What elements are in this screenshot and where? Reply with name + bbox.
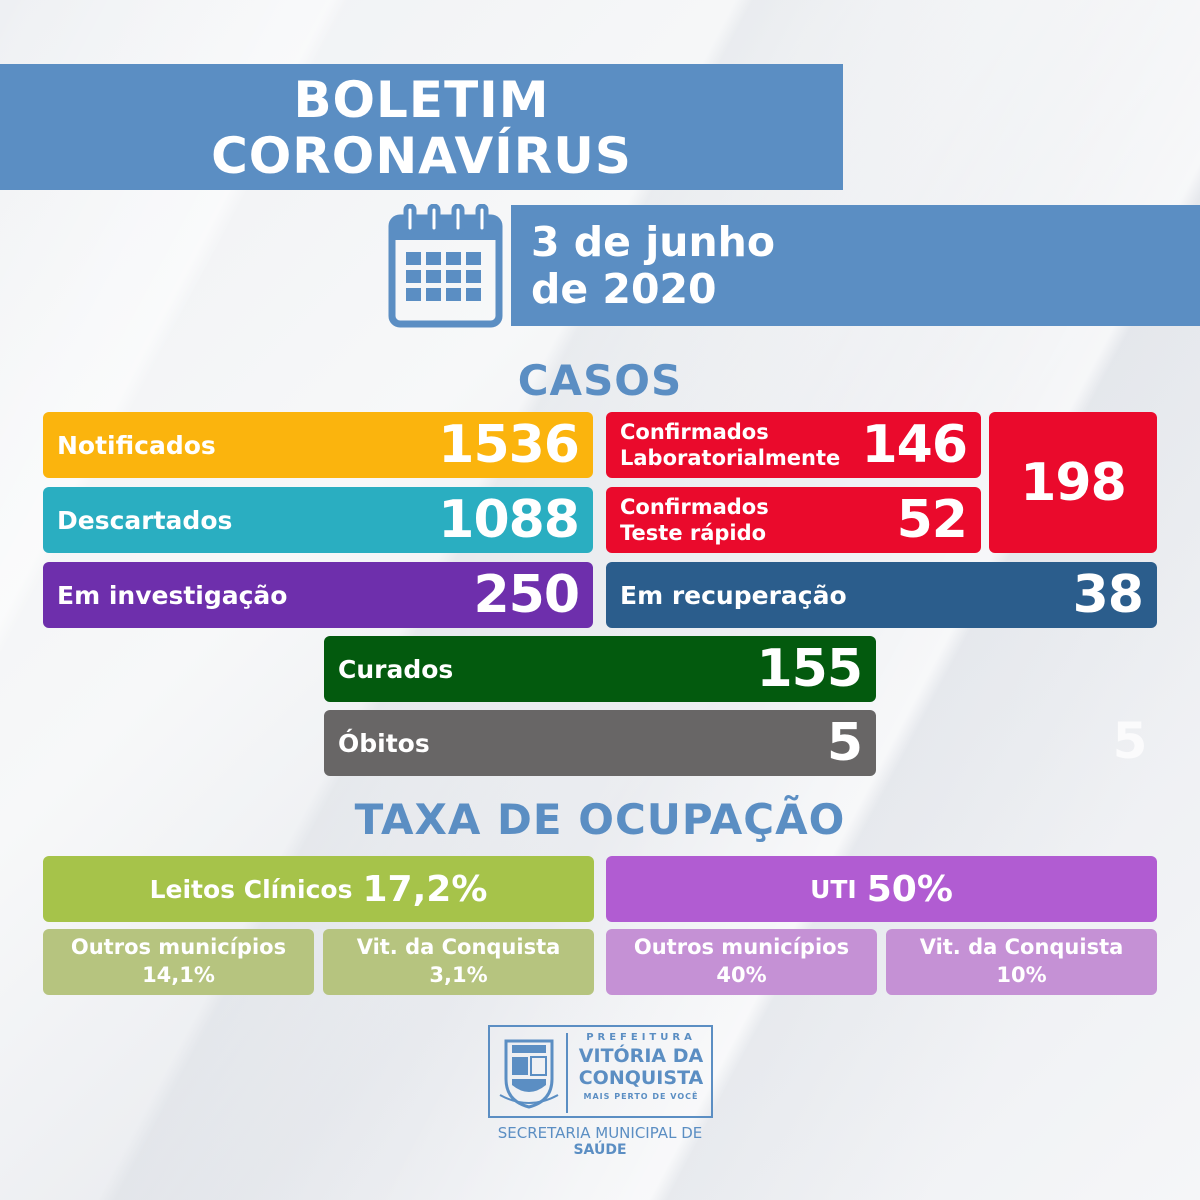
- confirmados-lab-card: Confirmados Laboratorialmente 146: [606, 412, 981, 478]
- title-line-1: BOLETIM: [293, 71, 550, 129]
- uti-card: UTI 50%: [606, 856, 1157, 922]
- confirmados-lab-label-line2: Laboratorialmente: [620, 446, 841, 470]
- obitos-label: Óbitos: [338, 728, 430, 758]
- confirmados-total-value: 198: [1020, 452, 1127, 513]
- uti-outros-card: Outros municípios 40%: [606, 929, 877, 995]
- uti-vdc-label: Vit. da Conquista: [919, 935, 1124, 959]
- obitos-value: 5: [826, 713, 863, 773]
- secretaria-text: SECRETARIA MUNICIPAL DE: [497, 1124, 703, 1142]
- investigacao-card: Em investigação 250: [43, 562, 593, 628]
- leitos-label: Leitos Clínicos: [149, 874, 353, 904]
- recuperacao-label: Em recuperação: [620, 580, 847, 610]
- notificados-value: 1536: [438, 415, 580, 475]
- leitos-outros-label: Outros municípios: [70, 935, 287, 959]
- ocupacao-heading: TAXA DE OCUPAÇÃO: [354, 795, 846, 844]
- descartados-value: 1088: [438, 490, 580, 550]
- descartados-card: Descartados 1088: [43, 487, 593, 553]
- logo-divider: [566, 1033, 568, 1113]
- obitos-card: Óbitos 5: [324, 710, 876, 776]
- coat-of-arms-icon: [498, 1035, 560, 1109]
- uti-outros-label: Outros municípios: [633, 935, 850, 959]
- curados-card: Curados 155: [324, 636, 876, 702]
- logo-prefeitura: PREFEITURA: [586, 1032, 696, 1043]
- uti-value: 50%: [866, 868, 953, 910]
- uti-vdc-value: 10%: [996, 963, 1047, 987]
- confirmados-total-card: 198: [989, 412, 1157, 553]
- confirmados-teste-value: 52: [896, 490, 968, 550]
- confirmados-lab-label: Confirmados Laboratorialmente: [620, 419, 840, 471]
- logo-city-line2: CONQUISTA: [578, 1067, 704, 1089]
- logo-city-line1: VITÓRIA DA: [578, 1045, 704, 1067]
- leitos-outros-value: 14,1%: [142, 963, 215, 987]
- leitos-vdc-value: 3,1%: [429, 963, 488, 987]
- leitos-vdc-card: Vit. da Conquista 3,1%: [323, 929, 594, 995]
- confirmados-teste-label-line1: Confirmados: [620, 495, 769, 519]
- saude-text: SAÚDE: [573, 1142, 627, 1158]
- title-line-2: CORONAVÍRUS: [211, 127, 632, 185]
- prefeitura-logo: PREFEITURA VITÓRIA DA CONQUISTA MAIS PER…: [488, 1025, 713, 1118]
- casos-heading: CASOS: [517, 356, 683, 405]
- leitos-vdc-label: Vit. da Conquista: [356, 935, 561, 959]
- logo-text: PREFEITURA VITÓRIA DA CONQUISTA MAIS PER…: [572, 1031, 710, 1105]
- title-banner: BOLETIM CORONAVÍRUS: [0, 64, 843, 190]
- uti-label: UTI: [810, 874, 857, 904]
- uti-vdc-card: Vit. da Conquista 10%: [886, 929, 1157, 995]
- confirmados-teste-label: Confirmados Teste rápido: [620, 494, 769, 546]
- logo-slogan: MAIS PERTO DE VOCÊ: [583, 1092, 699, 1101]
- date-banner: 3 de junho de 2020: [511, 205, 1200, 326]
- confirmados-lab-label-line1: Confirmados: [620, 420, 769, 444]
- curados-value: 155: [756, 639, 863, 699]
- descartados-label: Descartados: [57, 505, 233, 535]
- recuperacao-card: Em recuperação 38: [606, 562, 1157, 628]
- notificados-label: Notificados: [57, 430, 216, 460]
- calendar-icon: [388, 203, 503, 328]
- investigacao-value: 250: [473, 565, 580, 625]
- recuperacao-value: 38: [1072, 565, 1144, 625]
- leitos-outros-card: Outros municípios 14,1%: [43, 929, 314, 995]
- uti-outros-value: 40%: [716, 963, 767, 987]
- date-line-2: de 2020: [531, 265, 717, 313]
- ghost-value: 5: [1112, 712, 1148, 770]
- date-line-1: 3 de junho: [531, 218, 776, 266]
- curados-label: Curados: [338, 654, 454, 684]
- investigacao-label: Em investigação: [57, 580, 288, 610]
- confirmados-teste-label-line2: Teste rápido: [620, 521, 767, 545]
- leitos-card: Leitos Clínicos 17,2%: [43, 856, 594, 922]
- notificados-card: Notificados 1536: [43, 412, 593, 478]
- confirmados-lab-value: 146: [861, 415, 968, 475]
- confirmados-teste-card: Confirmados Teste rápido 52: [606, 487, 981, 553]
- leitos-value: 17,2%: [362, 868, 488, 910]
